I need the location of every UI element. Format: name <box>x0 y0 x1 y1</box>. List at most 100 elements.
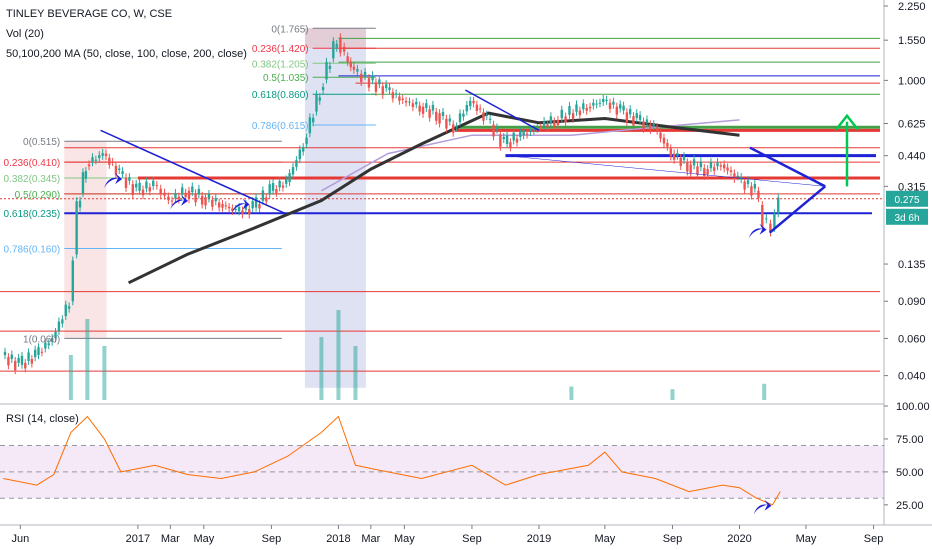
candle-body <box>757 190 760 198</box>
candle-body <box>94 159 98 161</box>
candle-body <box>719 165 723 167</box>
candle-body <box>170 200 174 202</box>
candle-body <box>585 108 588 111</box>
candle-body <box>124 177 128 188</box>
candle-body <box>131 184 134 196</box>
candle-body <box>315 94 318 112</box>
trendline <box>100 129 285 214</box>
trendline <box>505 155 826 187</box>
candle-body <box>499 134 502 147</box>
rsi-tick-label: 25.00 <box>896 500 924 512</box>
candle-body <box>612 101 615 105</box>
candle-body <box>418 105 421 112</box>
candle-body <box>421 106 425 114</box>
candle-body <box>619 104 622 109</box>
candle-body <box>722 164 726 169</box>
candle-body <box>108 157 111 165</box>
rsi-bounce-arrow-icon <box>753 499 772 515</box>
candle-body <box>14 360 17 371</box>
candle-body <box>27 352 30 361</box>
candle-body <box>431 104 435 111</box>
candle-body <box>578 110 582 116</box>
fib-shades <box>64 28 366 388</box>
fib-label: 0.618(0.235) <box>4 209 61 220</box>
candle-body <box>391 92 395 99</box>
candle-body <box>539 127 542 129</box>
candle-body <box>308 117 312 134</box>
candle-body <box>662 137 666 144</box>
candle-body <box>30 359 34 364</box>
time-tick-label: May <box>796 533 817 545</box>
candle-body <box>773 213 776 228</box>
fib-label: 0.236(0.410) <box>4 158 61 169</box>
candle-body <box>408 101 411 103</box>
candle-body <box>381 86 384 95</box>
candle-body <box>251 201 254 209</box>
candle-body <box>445 118 448 129</box>
candle-body <box>435 111 438 121</box>
candle-body <box>686 162 689 172</box>
volume-bar <box>569 386 574 400</box>
candle-body <box>638 115 642 120</box>
candle-body <box>465 105 469 112</box>
time-tick-label: Mar <box>161 533 180 545</box>
candle-body <box>388 87 391 91</box>
candle-body <box>582 103 585 110</box>
candle-body <box>17 357 20 363</box>
candle-body <box>682 156 686 161</box>
candle-body <box>605 99 608 101</box>
candle-body <box>482 112 485 121</box>
price-tick-label: 0.315 <box>898 181 926 193</box>
candle-body <box>37 347 40 356</box>
fib-label: 0.786(0.160) <box>4 244 61 255</box>
candle-body <box>628 109 632 115</box>
fib-label: 0.5(0.290) <box>15 190 61 201</box>
candle-body <box>378 79 381 85</box>
price-tick-label: 1.000 <box>898 75 926 87</box>
candle-body <box>248 209 251 215</box>
candle-body <box>733 173 736 179</box>
candle-body <box>187 190 191 200</box>
candle-body <box>659 132 662 139</box>
candle-body <box>645 119 649 123</box>
bounce-arrow-icon <box>231 198 250 214</box>
candle-body <box>44 342 47 349</box>
fib-label: 0(1.765) <box>271 24 308 35</box>
trendline <box>749 146 826 188</box>
candle-body <box>525 133 529 135</box>
candle-body <box>184 192 187 198</box>
price-axis[interactable]: 2.250 1.550 1.000 0.625 0.440 0.315 0.135 0.090… <box>884 1 928 383</box>
candle-body <box>746 180 750 184</box>
candle-body <box>672 153 676 160</box>
bounce-arrow-icon <box>104 173 123 189</box>
candle-body <box>318 97 321 101</box>
candle-body <box>234 208 237 210</box>
candle-body <box>425 103 428 109</box>
candle-body <box>374 82 378 92</box>
candle-body <box>278 181 281 188</box>
price-tick-label: 0.135 <box>898 259 926 271</box>
candle-body <box>571 113 575 119</box>
candle-body <box>155 184 159 186</box>
time-tick-label: 2018 <box>326 533 350 545</box>
candle-body <box>221 203 224 208</box>
candle-body <box>152 180 155 187</box>
candle-body <box>472 100 475 104</box>
candle-body <box>729 170 733 172</box>
candle-body <box>3 351 7 356</box>
candle-body <box>291 167 295 175</box>
time-axis[interactable]: Jun 2017 Mar May Sep 2018 Mar May Sep 2019 May Sep 2… <box>11 525 883 545</box>
candle-body <box>367 78 371 88</box>
candle-body <box>7 357 10 366</box>
candle-body <box>254 197 258 208</box>
candle-body <box>676 153 679 156</box>
price-tick-label: 0.040 <box>898 371 926 383</box>
volume-bar <box>336 310 341 400</box>
candle-body <box>532 129 536 131</box>
candle-body <box>652 124 655 126</box>
candle-body <box>529 129 532 133</box>
candle-body <box>542 121 546 126</box>
candle-body <box>271 183 275 191</box>
fib-zone-1 <box>304 28 366 388</box>
